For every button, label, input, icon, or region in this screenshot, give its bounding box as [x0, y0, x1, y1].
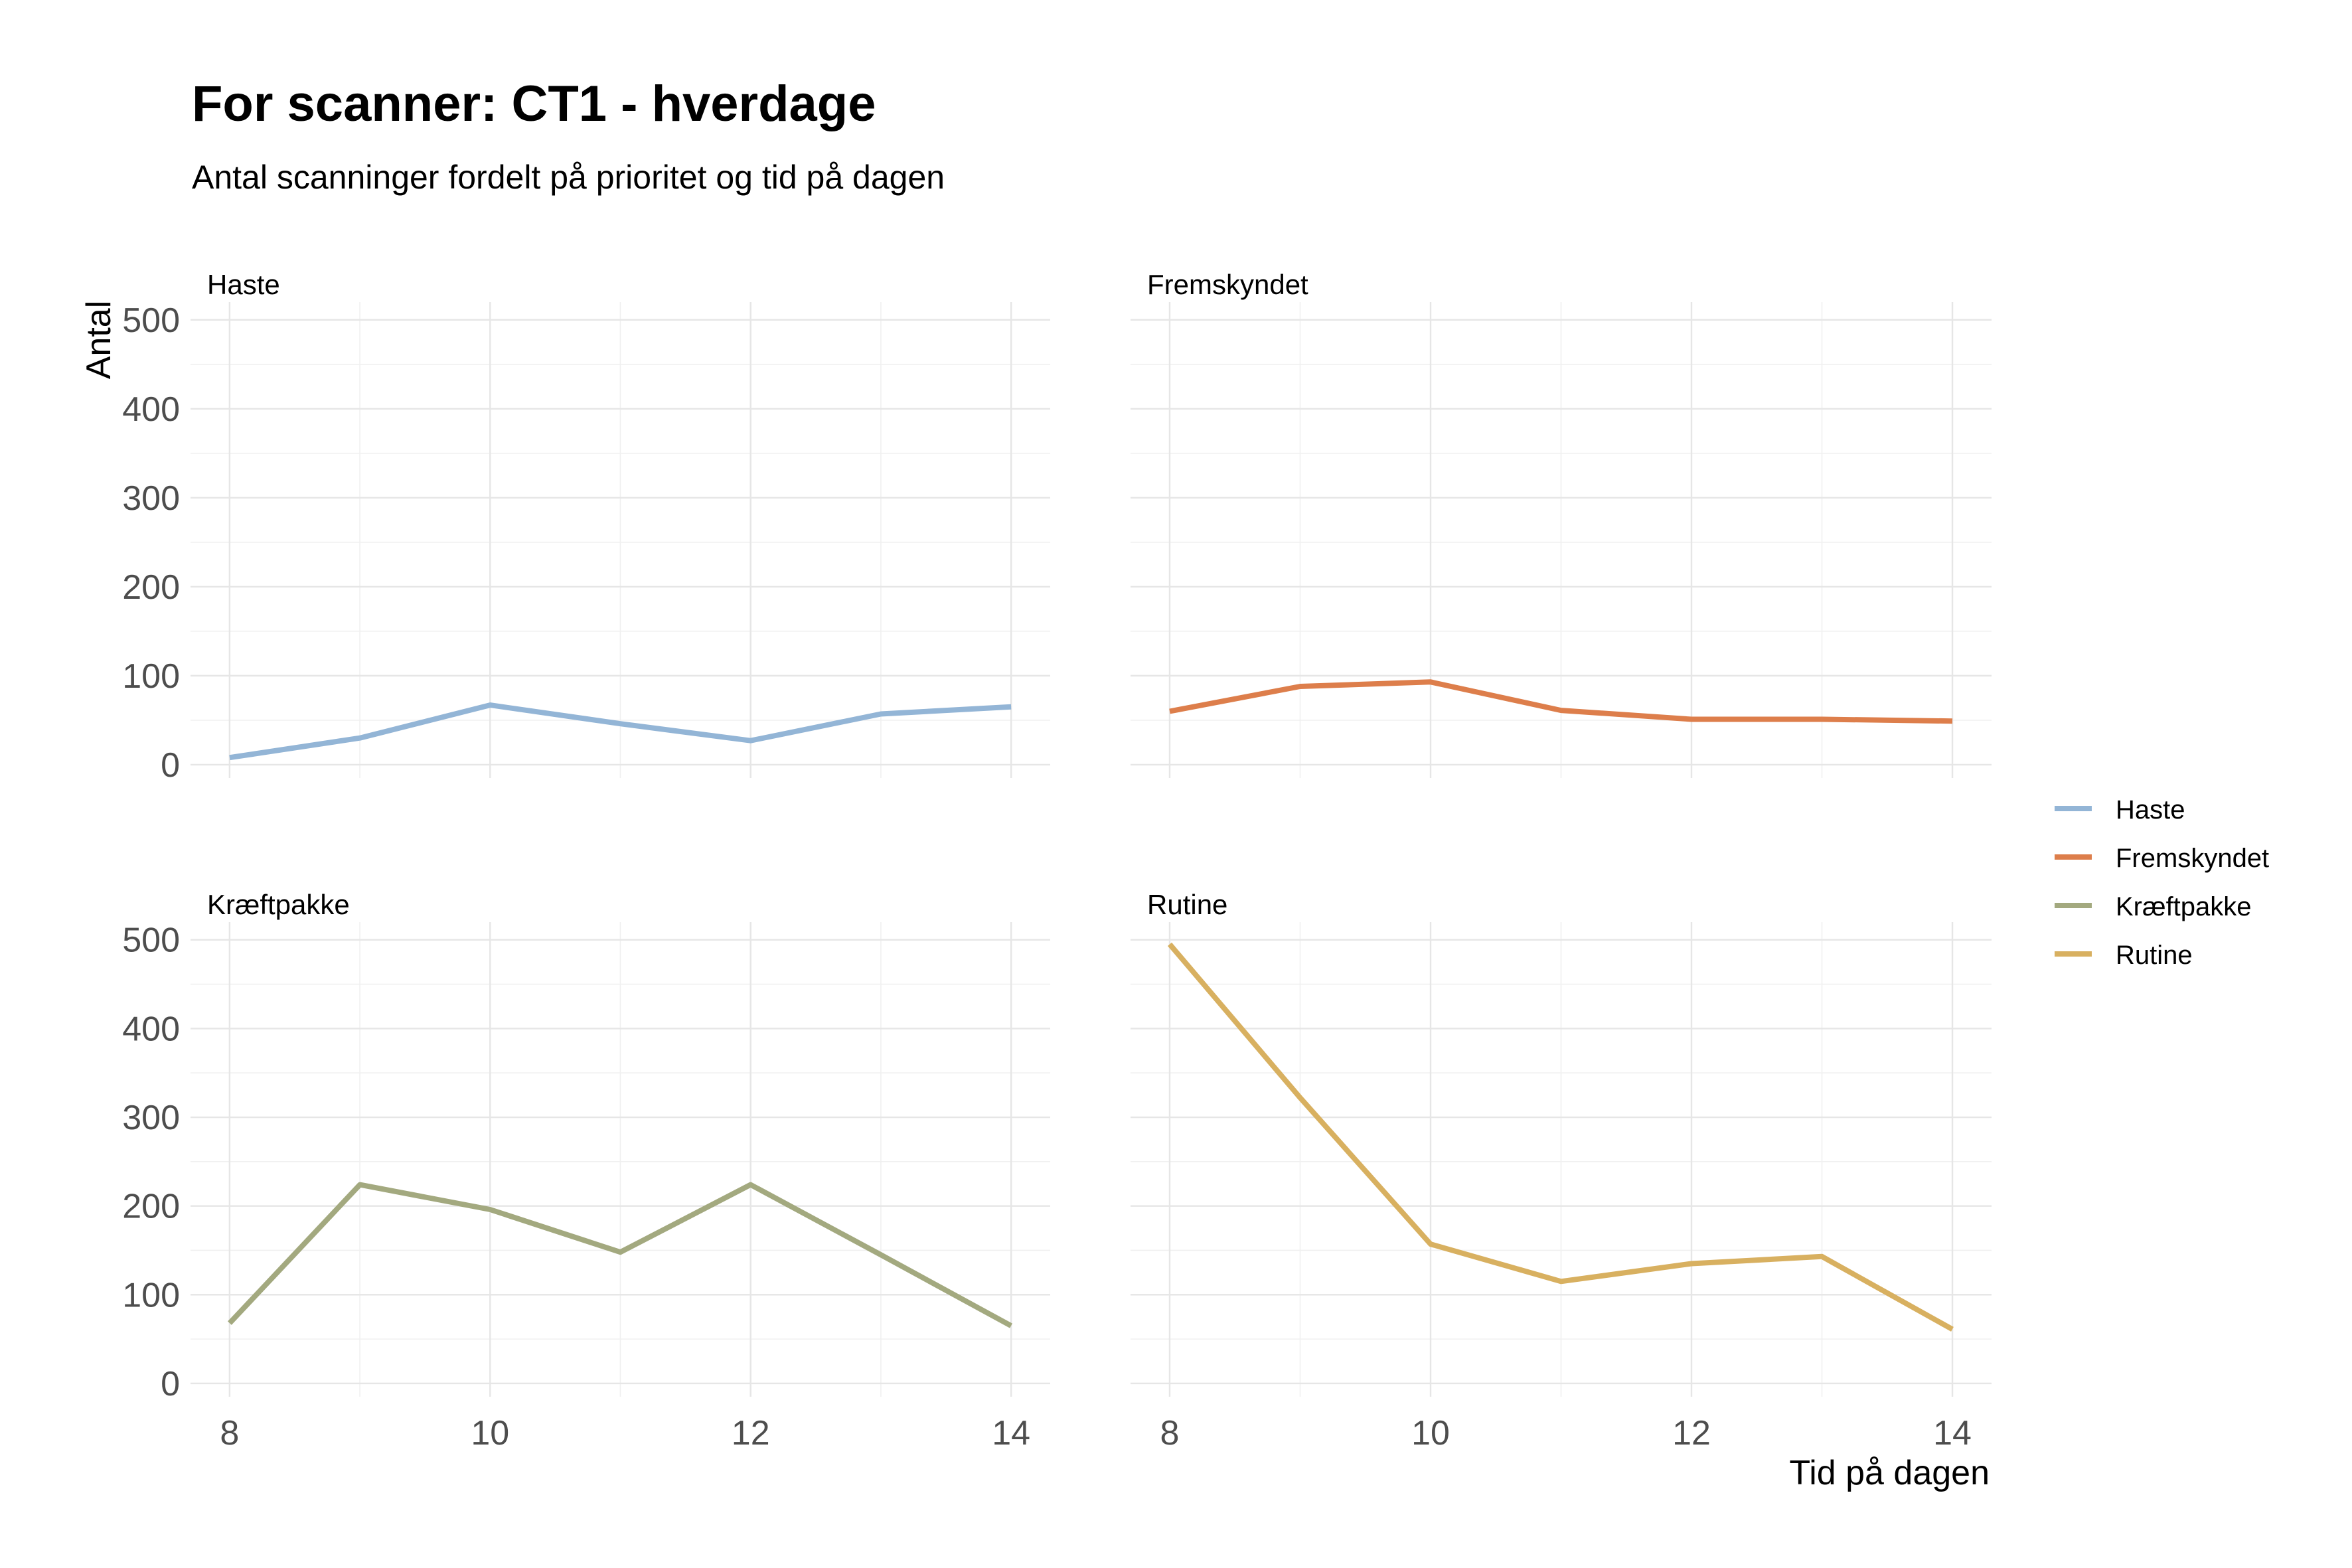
x-tick-label: 14: [992, 1414, 1030, 1452]
facet-strip-label: Fremskyndet: [1147, 269, 1308, 300]
y-tick-label: 0: [161, 746, 180, 785]
panel-rutine: Rutine 8 10 12 14: [1131, 889, 1992, 1452]
facet-strip-label: Kræftpakke: [207, 889, 350, 920]
y-tick-label: 500: [122, 921, 180, 960]
panel-haste: Haste 0 100 200 300 400 500: [122, 269, 1050, 785]
y-tick-label: 100: [122, 657, 180, 696]
facet-panels: Haste0100200300400500FremskyndetKræftpak…: [122, 269, 1992, 1452]
y-tick-label: 500: [122, 301, 180, 340]
legend-label: Rutine: [2116, 941, 2193, 970]
x-tick-label: 14: [1933, 1414, 1972, 1452]
chart-title: For scanner: CT1 - hverdage: [192, 76, 876, 132]
y-axis-title: Antal: [80, 301, 118, 380]
legend-item-haste: Haste: [2055, 795, 2185, 824]
x-tick-label: 10: [471, 1414, 509, 1452]
legend-item-rutine: Rutine: [2055, 941, 2193, 970]
legend-item-kræftpakke: Kræftpakke: [2055, 892, 2252, 921]
y-tick-label: 400: [122, 390, 180, 429]
x-tick-label: 12: [1672, 1414, 1711, 1452]
y-tick-label: 300: [122, 1099, 180, 1137]
y-tick-label: 300: [122, 479, 180, 518]
y-tick-label: 200: [122, 568, 180, 607]
facet-strip-label: Rutine: [1147, 889, 1227, 920]
y-tick-label: 400: [122, 1010, 180, 1048]
legend-label: Fremskyndet: [2116, 844, 2269, 873]
chart-subtitle: Antal scanninger fordelt på prioritet og…: [192, 159, 945, 196]
panel-fremskyndet: Fremskyndet: [1131, 269, 1992, 778]
y-tick-label: 100: [122, 1276, 180, 1314]
x-tick-label: 8: [1160, 1414, 1179, 1452]
x-tick-label: 8: [220, 1414, 239, 1452]
x-tick-label: 10: [1411, 1414, 1450, 1452]
y-tick-label: 0: [161, 1365, 180, 1403]
panel-kræftpakke: Kræftpakke 0 100 200 300 400 500 8 10 12 14: [122, 889, 1050, 1452]
y-tick-label: 200: [122, 1188, 180, 1226]
legend-label: Haste: [2116, 795, 2185, 824]
legend: Haste Fremskyndet Kræftpakke Rutine: [2055, 795, 2269, 970]
legend-label: Kræftpakke: [2116, 892, 2252, 921]
facet-strip-label: Haste: [207, 269, 280, 300]
x-axis-title: Tid på dagen: [1789, 1454, 1990, 1492]
x-tick-label: 12: [732, 1414, 770, 1452]
legend-item-fremskyndet: Fremskyndet: [2055, 844, 2269, 873]
